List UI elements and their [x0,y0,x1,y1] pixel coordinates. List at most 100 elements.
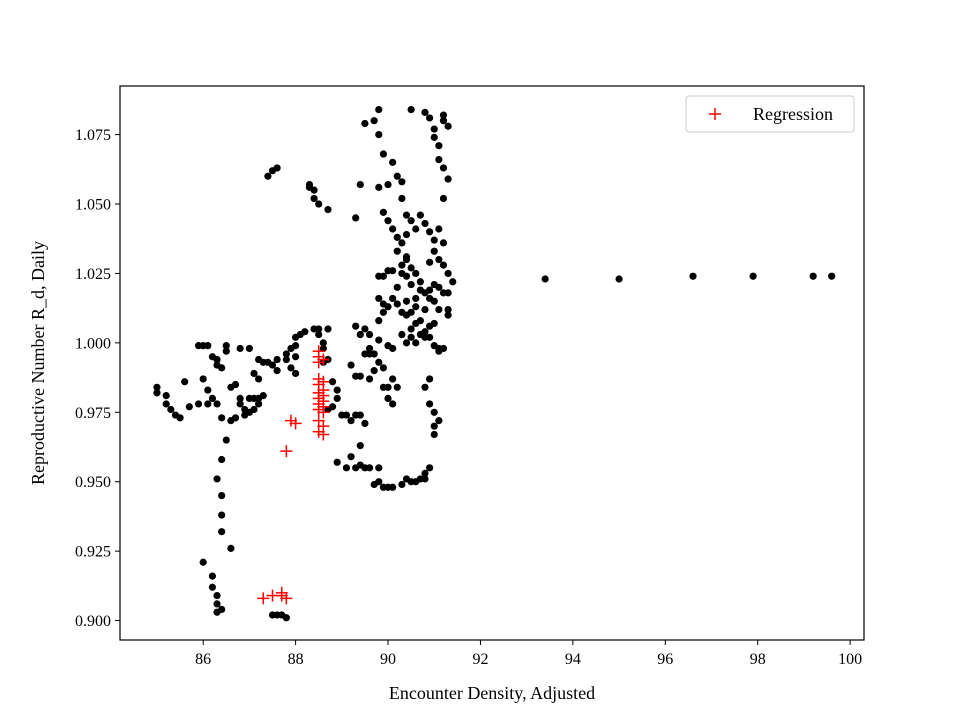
data-point [236,400,244,408]
data-point [439,164,448,172]
data-point [236,344,244,353]
regression-point [312,356,325,369]
data-point [204,386,212,394]
data-point [384,180,392,189]
data-point [444,175,452,183]
data-point [245,344,253,353]
data-point [398,330,406,339]
data-point [162,392,170,400]
data-point [398,308,406,316]
data-point [324,205,332,214]
data-point [389,400,397,408]
data-point [402,253,411,261]
data-point [435,225,443,233]
data-point [213,355,221,364]
data-point [153,383,161,391]
data-point [435,155,443,164]
data-point [421,383,429,391]
data-point [199,558,207,566]
data-point [218,414,226,422]
regression-point [257,592,270,605]
data-point [213,591,221,600]
y-tick-label: 0.925 [75,544,111,561]
data-point [389,158,397,166]
data-point [250,405,258,414]
series-1 [257,345,330,605]
data-point [167,405,175,414]
data-point [292,353,300,361]
data-point [384,342,392,350]
regression-point [317,428,330,441]
data-point [370,117,378,125]
y-tick-label: 0.950 [75,474,111,491]
data-point [375,183,383,191]
data-point [398,194,406,203]
data-point [218,511,226,519]
data-point [426,400,434,408]
data-point [255,400,263,408]
data-point [204,342,212,350]
data-point [268,361,277,369]
data-point [356,330,364,339]
data-point [333,386,341,394]
data-point [208,394,217,403]
data-point [435,255,443,264]
data-point [328,403,337,411]
regression-point [289,417,302,430]
data-point [375,294,383,303]
data-point [231,380,240,389]
data-point [185,403,193,411]
data-point [273,367,281,375]
data-point [444,305,452,314]
data-point [333,458,341,466]
data-point [213,475,221,483]
data-point [384,383,392,391]
data-point [250,369,258,378]
data-point [379,150,388,158]
data-point [398,239,406,247]
data-point [287,364,295,372]
data-point [375,464,383,472]
data-point [315,330,323,339]
data-point [421,219,429,228]
x-tick-label: 100 [838,651,862,668]
data-point [426,286,434,294]
data-point [199,375,207,383]
data-point [389,483,397,491]
y-tick-label: 1.025 [75,266,111,283]
data-point [361,119,369,128]
data-point [365,464,374,472]
data-point [439,239,448,247]
data-point [398,261,406,269]
data-point [426,375,434,383]
data-point [389,267,397,275]
data-point [361,419,369,427]
data-point [268,611,277,619]
data-point [328,378,337,386]
data-point [301,328,309,336]
y-axis-label: Reproductive Number R_d, Daily [28,241,48,485]
data-point [356,442,364,450]
data-point [430,133,438,141]
data-point [439,289,448,297]
data-point [227,544,235,552]
data-point [828,272,836,280]
data-point [375,106,383,114]
series-0 [153,106,836,622]
data-point [421,305,429,314]
data-point [384,394,392,403]
data-point [356,372,364,380]
data-point [384,217,392,225]
data-point [412,303,420,311]
data-point [402,230,411,239]
regression-point [280,445,293,458]
data-point [347,361,355,369]
data-point [162,400,170,408]
data-point [375,317,383,325]
data-point [398,269,406,278]
data-point [615,275,623,283]
data-point [430,319,438,328]
data-point [689,272,697,280]
data-point [416,278,424,286]
